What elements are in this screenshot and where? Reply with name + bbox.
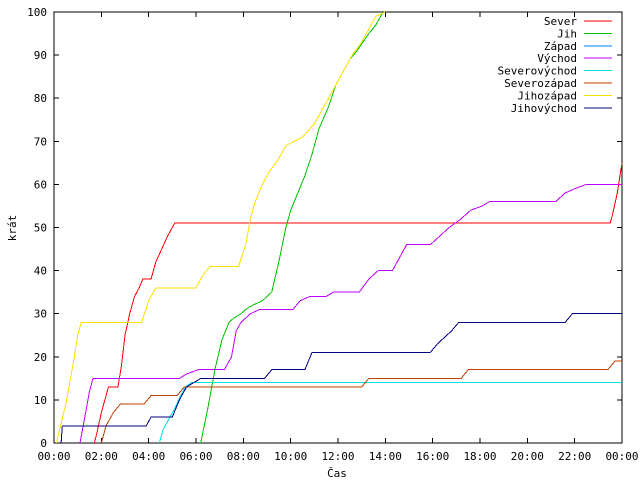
y-tick-label: 30 xyxy=(34,308,47,321)
legend-label: Sever xyxy=(544,15,577,28)
x-axis-ticks: 00:00 02:00 04:00 06:00 08:00 10:00 12:00 14:00… xyxy=(37,12,639,463)
x-axis-title: Čas xyxy=(327,467,347,480)
x-tick-label: 00:00 xyxy=(37,450,70,463)
series-line-severozápad xyxy=(100,360,622,444)
y-tick-label: 80 xyxy=(34,92,47,105)
y-tick-label: 50 xyxy=(34,222,47,235)
x-tick-label: 18:00 xyxy=(463,450,496,463)
y-tick-label: 0 xyxy=(40,437,47,450)
y-axis-ticks: 0 10 20 30 40 50 60 70 80 90 100 xyxy=(27,6,622,450)
series-line-jihozápad xyxy=(55,11,386,444)
y-tick-label: 100 xyxy=(27,6,47,19)
legend-label: Jih xyxy=(557,27,577,40)
legend-label: Severozápad xyxy=(504,77,577,90)
series-line-sever xyxy=(93,162,623,444)
y-tick-label: 60 xyxy=(34,178,47,191)
series-layer xyxy=(55,11,623,444)
x-tick-label: 20:00 xyxy=(511,450,544,463)
y-tick-label: 40 xyxy=(34,265,47,278)
y-axis-title: krát xyxy=(6,215,19,242)
legend-label: Západ xyxy=(544,40,577,53)
y-tick-label: 70 xyxy=(34,135,47,148)
x-tick-label: 02:00 xyxy=(85,450,118,463)
x-tick-label: 04:00 xyxy=(132,450,165,463)
legend-label: Jihozápad xyxy=(517,89,577,102)
x-tick-label: 10:00 xyxy=(274,450,307,463)
y-tick-label: 20 xyxy=(34,351,47,364)
legend-label: Východ xyxy=(537,52,577,65)
legend-label: Severovýchod xyxy=(498,65,577,78)
x-tick-label: 06:00 xyxy=(179,450,212,463)
series-line-jihovýchod xyxy=(60,313,622,444)
y-tick-label: 90 xyxy=(34,49,47,62)
series-line-severovýchod xyxy=(158,382,622,444)
x-tick-label: 08:00 xyxy=(227,450,260,463)
legend-label: Jihovýchod xyxy=(511,102,577,115)
y-tick-label: 10 xyxy=(34,394,47,407)
x-tick-label: 00:00 xyxy=(605,450,638,463)
x-tick-label: 12:00 xyxy=(321,450,354,463)
series-line-východ xyxy=(79,183,622,444)
x-tick-label: 16:00 xyxy=(416,450,449,463)
x-tick-label: 22:00 xyxy=(558,450,591,463)
x-tick-label: 14:00 xyxy=(369,450,402,463)
legend: SeverJihZápadVýchodSeverovýchodSeverozáp… xyxy=(498,15,612,115)
